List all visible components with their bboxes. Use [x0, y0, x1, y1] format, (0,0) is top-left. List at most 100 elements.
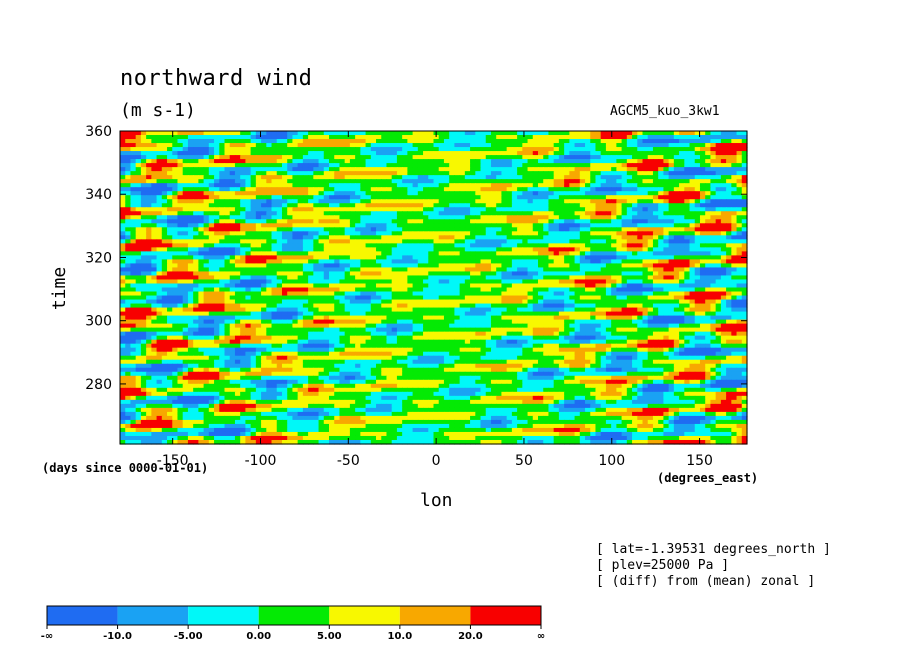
field-cell: [203, 139, 210, 144]
field-cell: [292, 239, 299, 244]
field-cell: [125, 163, 132, 168]
field-cell: [287, 215, 294, 220]
field-cell: [271, 207, 278, 212]
field-cell: [621, 191, 628, 196]
field-cell: [423, 163, 429, 168]
field-cell: [203, 163, 210, 168]
field-cell: [600, 151, 607, 156]
field-cell: [172, 167, 179, 172]
field-cell: [511, 255, 518, 261]
field-cell: [652, 271, 659, 277]
field-cell: [287, 295, 294, 301]
field-cell: [590, 203, 597, 208]
field-cell: [271, 171, 278, 176]
field-cell: [532, 219, 539, 224]
field-cell: [287, 147, 294, 152]
field-cell: [255, 219, 262, 224]
field-cell: [172, 295, 179, 301]
field-cell: [548, 263, 555, 269]
field-cell: [490, 199, 497, 204]
field-cell: [611, 131, 617, 136]
field-cell: [214, 259, 220, 265]
field-cell: [449, 191, 455, 196]
field-cell: [553, 171, 560, 176]
field-cell: [731, 163, 738, 168]
field-cell: [276, 231, 283, 236]
field-cell: [548, 163, 555, 168]
field-cell: [140, 135, 147, 140]
field-cell: [720, 279, 727, 285]
field-cell: [605, 179, 612, 184]
field-cell: [151, 199, 158, 204]
field-cell: [511, 259, 518, 265]
field-cell: [396, 195, 403, 200]
field-cell: [689, 191, 696, 196]
field-cell: [569, 151, 576, 156]
field-cell: [125, 275, 132, 281]
field-cell: [689, 227, 696, 232]
field-cell: [684, 155, 691, 160]
field-cell: [125, 139, 132, 144]
field-cell: [585, 255, 591, 261]
field-cell: [454, 251, 461, 256]
field-cell: [720, 187, 727, 192]
field-cell: [605, 139, 612, 144]
field-cell: [579, 211, 586, 216]
field-cell: [161, 291, 168, 297]
field-cell: [689, 251, 696, 256]
field-cell: [548, 231, 555, 236]
field-cell: [532, 147, 539, 152]
field-cell: [679, 255, 685, 261]
field-cell: [208, 235, 215, 240]
field-cell: [715, 275, 722, 281]
field-cell: [281, 147, 288, 152]
field-cell: [349, 191, 356, 196]
field-cell: [710, 183, 717, 188]
field-cell: [527, 219, 534, 224]
field-cell: [381, 295, 388, 301]
field-cell: [318, 163, 325, 168]
field-cell: [642, 159, 649, 164]
field-cell: [496, 227, 503, 232]
field-cell: [720, 263, 727, 269]
field-cell: [652, 263, 659, 269]
field-cell: [574, 219, 581, 224]
field-cell: [485, 175, 492, 180]
field-cell: [511, 191, 518, 196]
field-cell: [715, 267, 722, 273]
field-cell: [271, 255, 278, 261]
field-cell: [349, 215, 356, 220]
field-cell: [605, 195, 612, 200]
field-cell: [548, 239, 555, 244]
field-cell: [480, 207, 487, 212]
field-cell: [125, 259, 132, 265]
field-cell: [276, 295, 283, 301]
field-cell: [156, 267, 163, 273]
field-cell: [224, 167, 231, 172]
field-cell: [281, 171, 288, 176]
field-cell: [475, 159, 482, 164]
field-cell: [443, 175, 450, 180]
field-cell: [616, 239, 623, 244]
field-cell: [694, 279, 701, 285]
field-cell: [490, 243, 497, 248]
field-cell: [543, 195, 550, 200]
field-cell: [318, 251, 325, 256]
field-cell: [438, 275, 445, 281]
field-cell: [511, 239, 518, 244]
field-cell: [423, 235, 429, 240]
field-cell: [297, 291, 304, 297]
field-cell: [621, 259, 628, 265]
field-cell: [146, 243, 152, 248]
field-cell: [391, 195, 398, 200]
field-cell: [229, 147, 236, 152]
field-cell: [726, 203, 732, 208]
field-cell: [637, 251, 644, 256]
field-cell: [522, 275, 529, 281]
field-cell: [276, 199, 283, 204]
field-cell: [146, 183, 152, 188]
field-cell: [417, 295, 424, 301]
field-cell: [464, 235, 471, 240]
field-cell: [438, 135, 445, 140]
field-cell: [590, 131, 597, 136]
